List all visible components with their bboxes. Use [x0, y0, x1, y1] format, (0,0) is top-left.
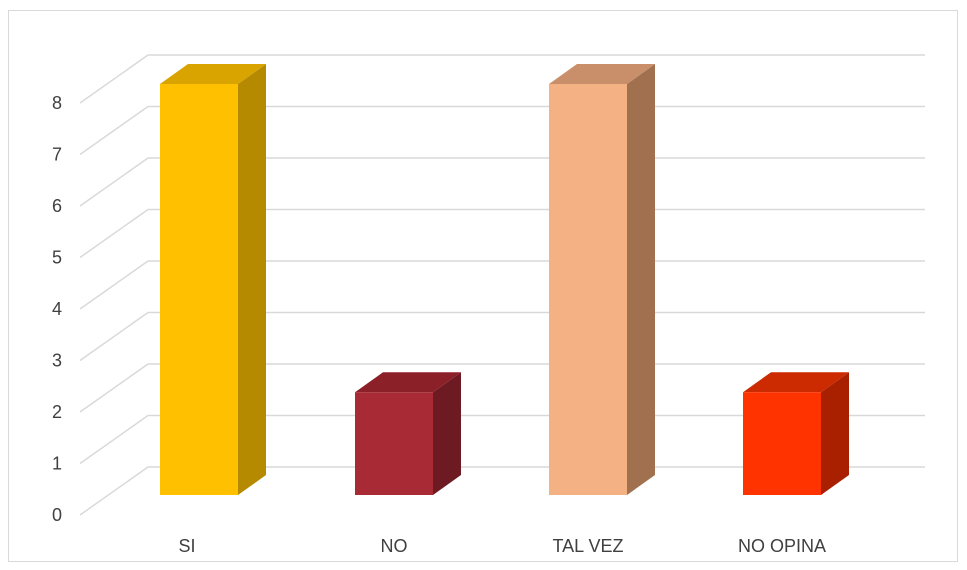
x-category-label: NO: [381, 536, 408, 556]
gridline-diagonal-3: [79, 311, 149, 362]
x-category-label: NO OPINA: [738, 536, 826, 556]
gridline-diagonal-5: [79, 208, 149, 259]
gridline-diagonal-0: [79, 466, 149, 516]
y-tick-label: 4: [52, 299, 62, 319]
bar-no: [355, 372, 461, 495]
x-category-label: TAL VEZ: [552, 536, 623, 556]
gridline-diagonal-8: [79, 54, 149, 104]
bar-tal-vez: [549, 64, 655, 495]
x-axis-categories: SI NO TAL VEZ NO OPINA: [178, 536, 826, 556]
y-tick-label: 2: [52, 402, 62, 422]
y-tick-label: 8: [52, 93, 62, 113]
gridline-diagonal-2: [79, 363, 149, 413]
gridline-diagonal-1: [79, 414, 149, 465]
gridline-diagonal-6: [79, 157, 149, 207]
y-tick-label: 1: [52, 454, 62, 474]
y-tick-label: 5: [52, 248, 62, 268]
y-axis-ticks: 0 1 2 3 4 5 6 7 8: [52, 93, 62, 525]
y-tick-label: 3: [52, 351, 62, 371]
bar-no-opina: [743, 372, 849, 495]
bars: [160, 64, 849, 495]
y-tick-label: 7: [52, 145, 62, 165]
bar-si: [160, 64, 266, 495]
y-tick-label: 6: [52, 196, 62, 216]
y-tick-label: 0: [52, 505, 62, 525]
gridline-diagonal-4: [79, 260, 149, 310]
gridline-diagonal-7: [79, 105, 149, 156]
x-category-label: SI: [178, 536, 195, 556]
